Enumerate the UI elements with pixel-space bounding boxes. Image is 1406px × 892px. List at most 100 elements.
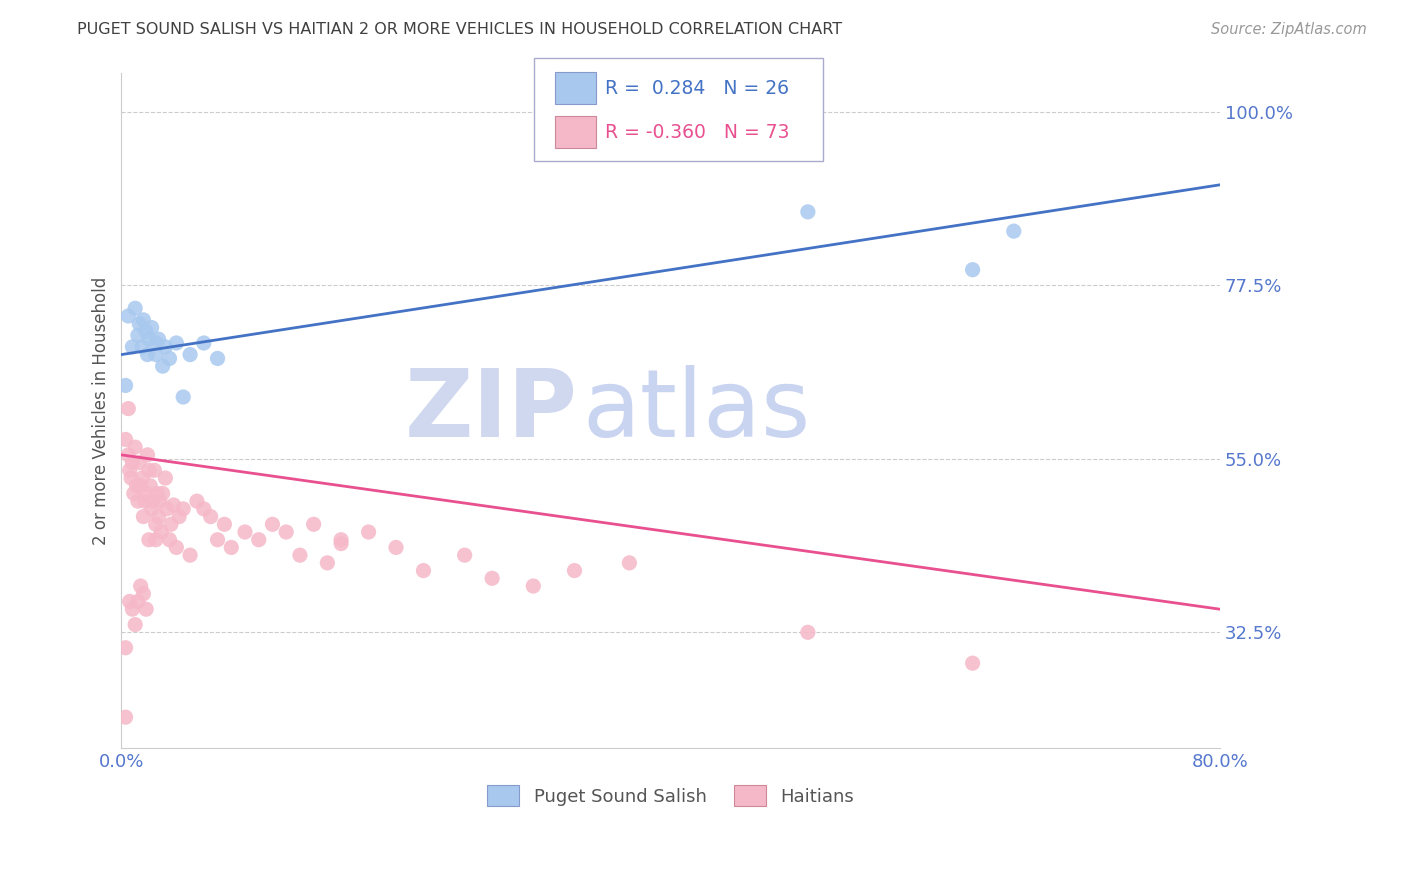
Point xyxy=(132,509,155,524)
Point xyxy=(149,494,172,508)
Point xyxy=(219,541,242,555)
Point xyxy=(276,524,298,539)
Point xyxy=(132,313,155,327)
Legend: Puget Sound Salish, Haitians: Puget Sound Salish, Haitians xyxy=(479,778,862,814)
Point xyxy=(288,548,311,562)
Point xyxy=(962,656,984,670)
Point xyxy=(118,463,141,477)
Point xyxy=(152,486,174,500)
Point xyxy=(122,486,145,500)
Point xyxy=(962,262,984,277)
Point xyxy=(125,479,148,493)
Point xyxy=(146,486,169,500)
Point xyxy=(453,548,475,562)
Point xyxy=(200,509,222,524)
Point xyxy=(129,479,152,493)
Point xyxy=(124,301,146,316)
Point xyxy=(155,471,177,485)
Point xyxy=(522,579,544,593)
Point xyxy=(148,509,170,524)
Point xyxy=(302,517,325,532)
Point xyxy=(121,456,143,470)
Point xyxy=(127,494,149,508)
Point xyxy=(135,325,157,339)
Point xyxy=(117,401,139,416)
Point xyxy=(165,336,187,351)
Point xyxy=(155,340,177,354)
Point xyxy=(120,471,142,485)
Point xyxy=(145,336,167,351)
Point xyxy=(412,564,434,578)
Point xyxy=(148,332,170,346)
Point xyxy=(136,348,159,362)
Point xyxy=(138,533,160,547)
Point xyxy=(136,448,159,462)
Y-axis label: 2 or more Vehicles in Household: 2 or more Vehicles in Household xyxy=(93,277,110,545)
Point xyxy=(385,541,408,555)
Point xyxy=(132,587,155,601)
Point xyxy=(214,517,236,532)
Point xyxy=(141,320,163,334)
Point xyxy=(797,625,820,640)
Point xyxy=(145,348,167,362)
Point xyxy=(135,602,157,616)
Point xyxy=(139,479,162,493)
Point xyxy=(128,456,150,470)
Point xyxy=(357,524,380,539)
Point xyxy=(186,494,208,508)
Point xyxy=(127,594,149,608)
Point xyxy=(114,433,136,447)
Point xyxy=(131,471,153,485)
Point xyxy=(165,541,187,555)
Point xyxy=(179,348,201,362)
Point xyxy=(167,509,190,524)
Point xyxy=(247,533,270,547)
Point xyxy=(150,524,173,539)
Point xyxy=(564,564,586,578)
Point xyxy=(172,390,194,404)
Point xyxy=(619,556,641,570)
Point xyxy=(1002,224,1025,238)
Text: ZIP: ZIP xyxy=(405,365,578,457)
Point xyxy=(207,351,229,366)
Point xyxy=(330,533,353,547)
Text: Source: ZipAtlas.com: Source: ZipAtlas.com xyxy=(1211,22,1367,37)
Point xyxy=(193,501,215,516)
Point xyxy=(134,494,156,508)
Point xyxy=(160,517,183,532)
Point xyxy=(156,501,179,516)
Point xyxy=(135,486,157,500)
Point xyxy=(124,440,146,454)
Point xyxy=(330,536,353,550)
Point xyxy=(193,336,215,351)
Point xyxy=(118,594,141,608)
Text: R = -0.360   N = 73: R = -0.360 N = 73 xyxy=(605,123,789,142)
Point xyxy=(159,533,181,547)
Point xyxy=(128,317,150,331)
Text: PUGET SOUND SALISH VS HAITIAN 2 OR MORE VEHICLES IN HOUSEHOLD CORRELATION CHART: PUGET SOUND SALISH VS HAITIAN 2 OR MORE … xyxy=(77,22,842,37)
Point xyxy=(114,378,136,392)
Point xyxy=(152,359,174,373)
Point xyxy=(207,533,229,547)
Text: R =  0.284   N = 26: R = 0.284 N = 26 xyxy=(605,79,789,98)
Point xyxy=(141,501,163,516)
Point xyxy=(114,640,136,655)
Point xyxy=(143,463,166,477)
Text: atlas: atlas xyxy=(582,365,811,457)
Point xyxy=(121,340,143,354)
Point xyxy=(145,517,167,532)
Point xyxy=(117,309,139,323)
Point xyxy=(117,448,139,462)
Point xyxy=(262,517,284,532)
Point xyxy=(142,494,165,508)
Point xyxy=(138,463,160,477)
Point xyxy=(172,501,194,516)
Point xyxy=(145,533,167,547)
Point xyxy=(797,204,820,219)
Point xyxy=(162,498,184,512)
Point xyxy=(159,351,181,366)
Point xyxy=(129,579,152,593)
Point xyxy=(481,571,503,585)
Point xyxy=(233,524,256,539)
Point xyxy=(121,602,143,616)
